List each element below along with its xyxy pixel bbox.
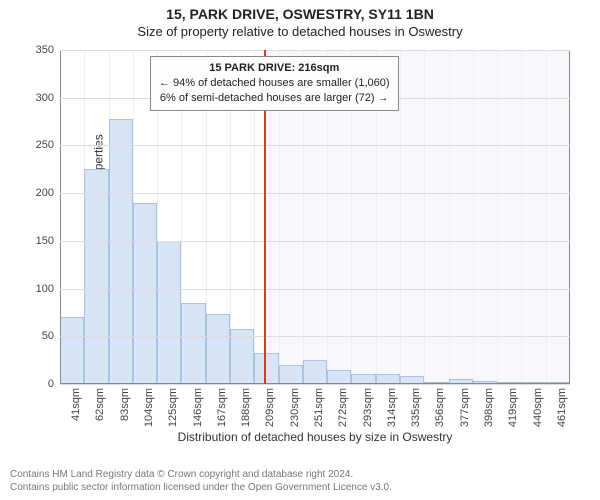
bar xyxy=(181,303,205,384)
x-tick-label: 440sqm xyxy=(532,388,544,427)
x-tick-label: 41sqm xyxy=(70,388,82,421)
chart-container: 15, PARK DRIVE, OSWESTRY, SY11 1BN Size … xyxy=(0,0,600,500)
x-axis-label: Distribution of detached houses by size … xyxy=(60,430,570,444)
gridline-h xyxy=(60,289,570,290)
bar xyxy=(60,317,84,384)
callout-line-1: 15 PARK DRIVE: 216sqm xyxy=(159,61,390,76)
y-tick-label: 50 xyxy=(42,330,60,342)
x-tick-label: 230sqm xyxy=(289,388,301,427)
bar xyxy=(84,169,108,384)
bar xyxy=(351,374,375,384)
gridline-h xyxy=(60,193,570,194)
x-tick-label: 293sqm xyxy=(362,388,374,427)
y-tick-label: 300 xyxy=(36,92,60,104)
gridline-h xyxy=(60,336,570,337)
gridline-h xyxy=(60,50,570,51)
x-tick-label: 398sqm xyxy=(483,388,495,427)
title-sub: Size of property relative to detached ho… xyxy=(0,24,600,39)
x-tick-label: 419sqm xyxy=(507,388,519,427)
x-tick-label: 146sqm xyxy=(192,388,204,427)
x-tick-label: 314sqm xyxy=(386,388,398,427)
x-tick-label: 251sqm xyxy=(313,388,325,427)
x-tick-label: 272sqm xyxy=(337,388,349,427)
bar xyxy=(303,360,327,384)
footer: Contains HM Land Registry data © Crown c… xyxy=(10,468,392,494)
bar xyxy=(376,374,400,384)
x-tick-label: 335sqm xyxy=(410,388,422,427)
bar xyxy=(327,370,351,384)
footer-line-2: Contains public sector information licen… xyxy=(10,481,392,494)
x-tick-label: 125sqm xyxy=(167,388,179,427)
y-tick-label: 250 xyxy=(36,139,60,151)
bar xyxy=(254,353,278,384)
x-tick-label: 377sqm xyxy=(459,388,471,427)
titles: 15, PARK DRIVE, OSWESTRY, SY11 1BN Size … xyxy=(0,0,600,39)
x-tick-label: 167sqm xyxy=(216,388,228,427)
footer-line-1: Contains HM Land Registry data © Crown c… xyxy=(10,468,392,481)
y-tick-label: 200 xyxy=(36,187,60,199)
y-tick-label: 0 xyxy=(48,378,60,390)
title-main: 15, PARK DRIVE, OSWESTRY, SY11 1BN xyxy=(0,6,600,22)
callout-line-2: ← 94% of detached houses are smaller (1,… xyxy=(159,76,390,91)
y-tick-label: 350 xyxy=(36,44,60,56)
bar xyxy=(157,241,181,384)
x-tick-label: 356sqm xyxy=(434,388,446,427)
plot-area: Number of detached properties Distributi… xyxy=(60,50,570,384)
bar xyxy=(279,365,303,384)
x-tick-label: 188sqm xyxy=(240,388,252,427)
bar xyxy=(400,376,424,384)
gridline-h xyxy=(60,241,570,242)
y-tick-label: 100 xyxy=(36,283,60,295)
x-tick-label: 104sqm xyxy=(143,388,155,427)
bar xyxy=(109,119,133,384)
x-tick-label: 83sqm xyxy=(119,388,131,421)
callout-line-3: 6% of semi-detached houses are larger (7… xyxy=(159,91,390,106)
bar xyxy=(206,314,230,384)
bar xyxy=(133,203,157,384)
x-tick-label: 62sqm xyxy=(94,388,106,421)
gridline-h xyxy=(60,145,570,146)
callout-box: 15 PARK DRIVE: 216sqm← 94% of detached h… xyxy=(150,56,399,111)
x-tick-label: 209sqm xyxy=(264,388,276,427)
gridline-h xyxy=(60,384,570,385)
x-tick-label: 461sqm xyxy=(556,388,568,427)
y-tick-label: 150 xyxy=(36,235,60,247)
